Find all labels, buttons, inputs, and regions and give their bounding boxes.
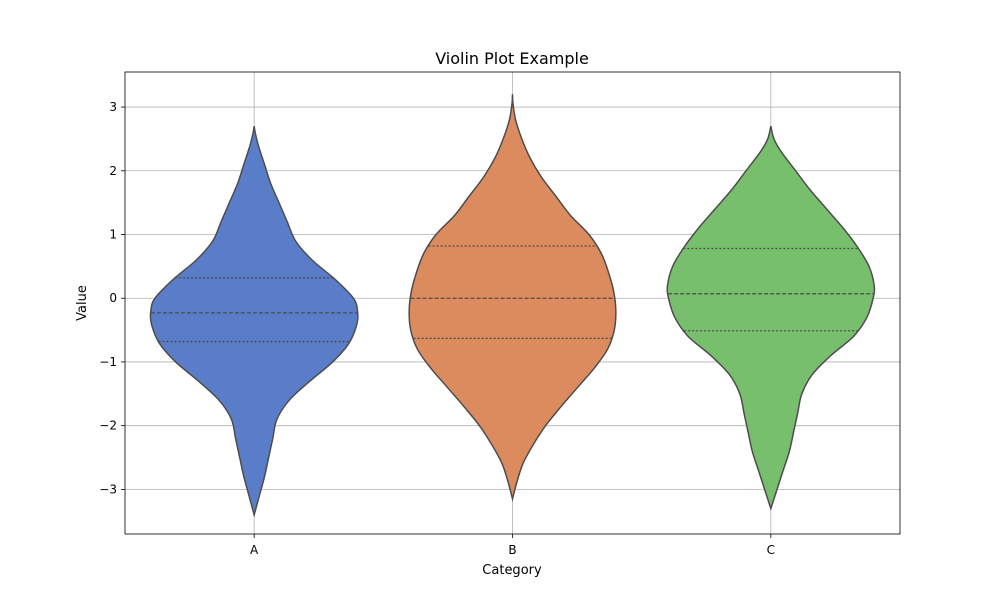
violin-B xyxy=(408,94,617,502)
x-tick-label: B xyxy=(508,543,516,557)
y-tick-label: 0 xyxy=(109,291,117,305)
x-axis-label: Category xyxy=(482,563,542,578)
chart-title: Violin Plot Example xyxy=(435,49,589,68)
plot-frame xyxy=(124,71,901,535)
violins xyxy=(149,94,876,518)
x-tick-label: C xyxy=(767,543,775,557)
y-tick-label: −3 xyxy=(99,482,117,496)
y-tick-label: 3 xyxy=(109,100,117,114)
y-tick-label: 1 xyxy=(109,227,117,241)
x-tick-label: A xyxy=(250,543,259,557)
violin-C xyxy=(666,125,876,511)
y-tick-label: 2 xyxy=(109,164,117,178)
y-axis-label: Value xyxy=(75,285,90,321)
y-tick-label: −2 xyxy=(99,419,117,433)
y-tick-label: −1 xyxy=(99,355,117,369)
axes: 3 2 1 0 −1 −2 −3 A B C xyxy=(99,71,901,557)
violin-A xyxy=(149,126,359,518)
